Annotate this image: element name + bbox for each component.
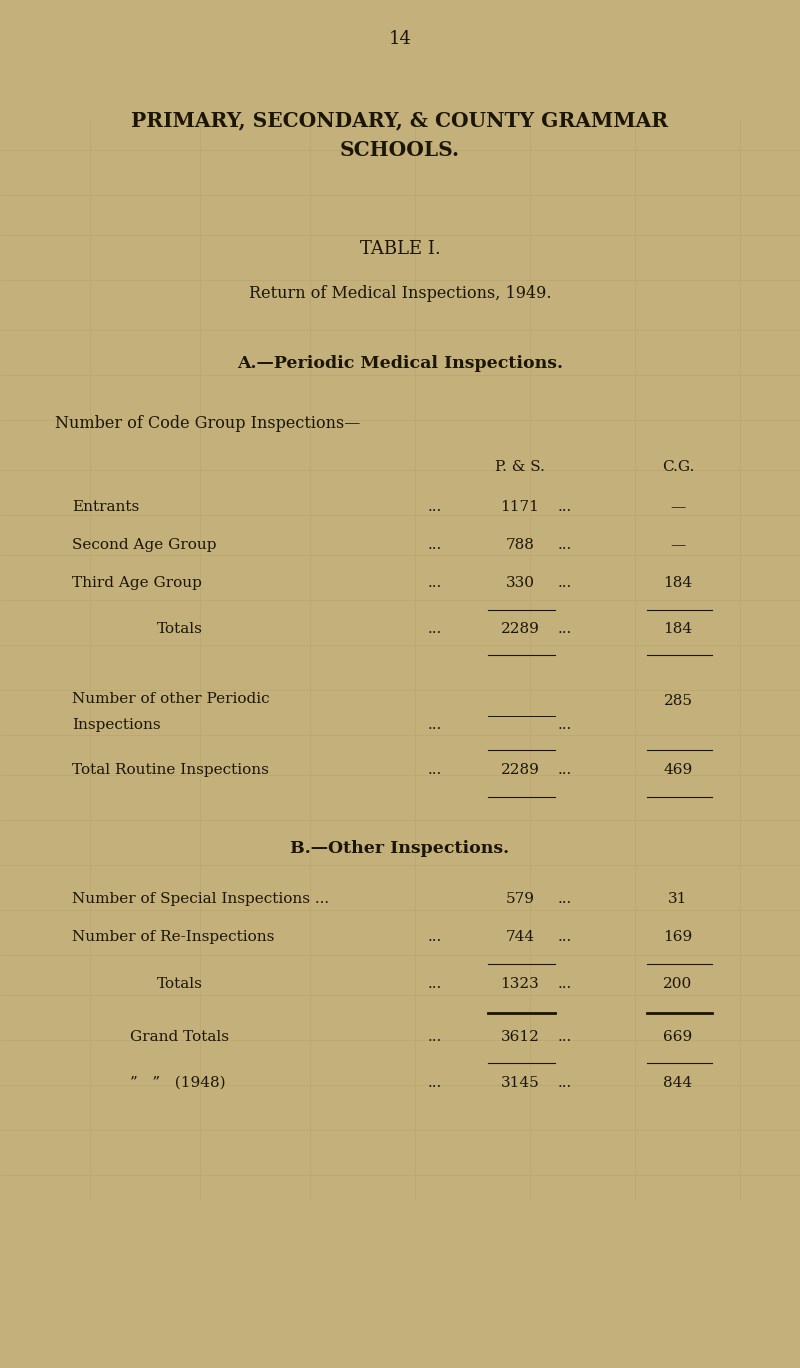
Text: ...: ...: [428, 1077, 442, 1090]
Text: 579: 579: [506, 892, 534, 906]
Text: ...: ...: [428, 977, 442, 990]
Text: 14: 14: [389, 30, 411, 48]
Text: Grand Totals: Grand Totals: [130, 1030, 229, 1044]
Text: Number of Special Inspections ...: Number of Special Inspections ...: [72, 892, 329, 906]
Text: ...: ...: [428, 576, 442, 590]
Text: Entrants: Entrants: [72, 499, 139, 514]
Text: 3612: 3612: [501, 1030, 539, 1044]
Text: ...: ...: [428, 763, 442, 777]
Text: Total Routine Inspections: Total Routine Inspections: [72, 763, 269, 777]
Text: 285: 285: [663, 694, 693, 709]
Text: ...: ...: [558, 538, 572, 553]
Text: ...: ...: [428, 1030, 442, 1044]
Text: 744: 744: [506, 930, 534, 944]
Text: 1171: 1171: [501, 499, 539, 514]
Text: 669: 669: [663, 1030, 693, 1044]
Text: 788: 788: [506, 538, 534, 553]
Text: ...: ...: [558, 576, 572, 590]
Text: 31: 31: [668, 892, 688, 906]
Text: 169: 169: [663, 930, 693, 944]
Text: ...: ...: [558, 763, 572, 777]
Text: PRIMARY, SECONDARY, & COUNTY GRAMMAR: PRIMARY, SECONDARY, & COUNTY GRAMMAR: [131, 109, 669, 130]
Text: ”   ”   (1948): ” ” (1948): [130, 1077, 226, 1090]
Text: 2289: 2289: [501, 622, 539, 636]
Text: Return of Medical Inspections, 1949.: Return of Medical Inspections, 1949.: [249, 285, 551, 302]
Text: Totals: Totals: [157, 977, 203, 990]
Text: ...: ...: [428, 622, 442, 636]
Text: 184: 184: [663, 622, 693, 636]
Text: ...: ...: [558, 930, 572, 944]
Text: A.—Periodic Medical Inspections.: A.—Periodic Medical Inspections.: [237, 356, 563, 372]
Text: TABLE I.: TABLE I.: [360, 239, 440, 259]
Text: Number of Code Group Inspections—: Number of Code Group Inspections—: [55, 415, 360, 432]
Text: ...: ...: [558, 1077, 572, 1090]
Text: —: —: [670, 499, 686, 514]
Text: Second Age Group: Second Age Group: [72, 538, 217, 553]
Text: ...: ...: [558, 622, 572, 636]
Text: Inspections: Inspections: [72, 718, 161, 732]
Text: 3145: 3145: [501, 1077, 539, 1090]
Text: B.—Other Inspections.: B.—Other Inspections.: [290, 840, 510, 856]
Text: ...: ...: [428, 718, 442, 732]
Text: ...: ...: [428, 499, 442, 514]
Text: 469: 469: [663, 763, 693, 777]
Text: ...: ...: [558, 977, 572, 990]
Text: ...: ...: [428, 538, 442, 553]
Text: ...: ...: [558, 499, 572, 514]
Text: C.G.: C.G.: [662, 460, 694, 473]
Text: SCHOOLS.: SCHOOLS.: [340, 140, 460, 160]
Text: ...: ...: [428, 930, 442, 944]
Text: 200: 200: [663, 977, 693, 990]
Text: Number of other Periodic: Number of other Periodic: [72, 692, 270, 706]
Text: ...: ...: [558, 892, 572, 906]
Text: 184: 184: [663, 576, 693, 590]
Text: Totals: Totals: [157, 622, 203, 636]
Text: P. & S.: P. & S.: [495, 460, 545, 473]
Text: 330: 330: [506, 576, 534, 590]
Text: ...: ...: [558, 718, 572, 732]
Text: —: —: [670, 538, 686, 553]
Text: Number of Re-Inspections: Number of Re-Inspections: [72, 930, 274, 944]
Text: 844: 844: [663, 1077, 693, 1090]
Text: ...: ...: [558, 1030, 572, 1044]
Text: 1323: 1323: [501, 977, 539, 990]
Text: 2289: 2289: [501, 763, 539, 777]
Text: Third Age Group: Third Age Group: [72, 576, 202, 590]
